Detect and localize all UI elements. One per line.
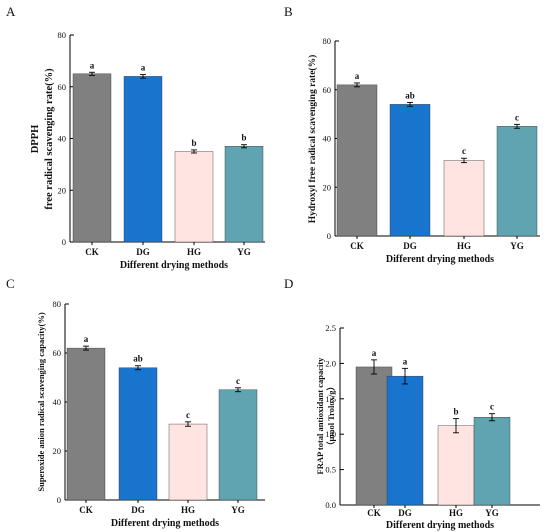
bar	[168, 423, 208, 501]
y-tick-label: 60	[53, 348, 62, 358]
bar	[72, 73, 112, 243]
bar	[218, 389, 258, 501]
x-tick-label: YG	[231, 505, 245, 515]
panel-letter: C	[6, 276, 15, 291]
panel-letter: D	[284, 276, 293, 291]
x-axis-title: Different drying methods	[386, 254, 494, 265]
x-tick-label: CK	[367, 508, 381, 518]
y-axis-title: FRAP total antioxidant capacity	[315, 357, 325, 475]
y-tick-label: 40	[58, 134, 67, 144]
y-tick-label: 0	[327, 231, 331, 241]
x-axis-title: Different drying methods	[386, 520, 494, 531]
panel-d: D FRAP total antioxidant capacity （µmol Tr…	[284, 276, 540, 531]
y-tick-label: 60	[58, 82, 67, 92]
y-tick-label: 40	[323, 134, 332, 144]
panel-b: B Hydroxyl free radical scavenging rate(%…	[284, 4, 540, 265]
y-axis-title: DPPH	[30, 125, 41, 154]
bar	[443, 160, 485, 237]
significance-letter: a	[372, 348, 377, 358]
x-tick-label: HG	[181, 505, 195, 515]
y-tick-label: 80	[58, 30, 67, 40]
bar	[473, 417, 511, 506]
x-tick-label: CK	[350, 241, 364, 251]
x-tick-label: CK	[79, 505, 93, 515]
y-tick-label: 0	[62, 237, 66, 247]
significance-letter: c	[186, 410, 190, 420]
x-tick-label: CK	[85, 247, 99, 257]
bar	[118, 367, 158, 501]
y-tick-label: 1.5	[325, 394, 336, 404]
y-tick-label: 0.0	[325, 500, 336, 510]
x-axis-title: Different drying methods	[111, 518, 219, 529]
bar	[437, 425, 475, 506]
bar	[496, 126, 538, 237]
y-tick-label: 60	[323, 85, 332, 95]
panel-c: C Superoxide anion radical scavenging cap…	[6, 276, 265, 529]
bar	[389, 104, 431, 237]
significance-letter: b	[191, 138, 196, 148]
y-tick-label: 2.0	[325, 358, 336, 368]
x-tick-label: HG	[457, 241, 471, 251]
x-tick-label: YG	[237, 247, 251, 257]
significance-letter: c	[515, 112, 519, 122]
y-tick-label: 40	[53, 397, 62, 407]
bar	[386, 375, 424, 506]
panel-letter: B	[284, 4, 293, 19]
y-axis-title: free radical scavenging rate(%)	[44, 68, 55, 210]
y-axis-title: （µmol Trolox/g）	[326, 382, 336, 450]
x-tick-label: HG	[187, 247, 201, 257]
significance-letter: a	[84, 334, 89, 344]
x-tick-label: YG	[485, 508, 499, 518]
significance-letter: b	[453, 407, 458, 417]
bar	[123, 76, 163, 243]
x-tick-label: YG	[510, 241, 524, 251]
significance-letter: c	[462, 146, 466, 156]
bar	[336, 84, 378, 237]
panel-a: A DPPH free radical scavenging rate(%) 0 20 4…	[6, 4, 265, 271]
bar	[174, 151, 214, 243]
significance-letter: a	[141, 63, 146, 73]
y-axis-title: Hydroxyl free radical scavenging rate(%)	[307, 55, 318, 224]
bar	[224, 146, 264, 243]
y-tick-label: 80	[53, 299, 62, 309]
y-tick-label: 20	[323, 182, 332, 192]
y-tick-label: 20	[53, 446, 62, 456]
bar	[66, 347, 106, 501]
y-tick-label: 0.5	[325, 465, 336, 475]
y-tick-label: 0	[57, 495, 61, 505]
significance-letter: a	[403, 356, 408, 366]
significance-letter: ab	[133, 354, 143, 364]
x-tick-label: HG	[449, 508, 463, 518]
significance-letter: c	[236, 376, 240, 386]
x-axis-title: Different drying methods	[120, 260, 228, 271]
bar	[355, 366, 393, 506]
y-tick-label: 80	[323, 36, 332, 46]
y-tick-label: 20	[58, 185, 67, 195]
x-tick-label: DG	[131, 505, 145, 515]
x-tick-label: DG	[136, 247, 150, 257]
x-tick-label: DG	[398, 508, 412, 518]
significance-letter: ab	[405, 90, 415, 100]
panel-letter: A	[6, 4, 16, 19]
significance-letter: a	[90, 60, 95, 70]
significance-letter: c	[490, 402, 494, 412]
significance-letter: a	[355, 71, 360, 81]
y-tick-label: 1.0	[325, 429, 336, 439]
x-tick-label: DG	[403, 241, 417, 251]
y-tick-label: 2.5	[325, 323, 336, 333]
y-axis-title: Superoxide anion radical scavenging capa…	[36, 312, 46, 491]
significance-letter: b	[241, 133, 246, 143]
